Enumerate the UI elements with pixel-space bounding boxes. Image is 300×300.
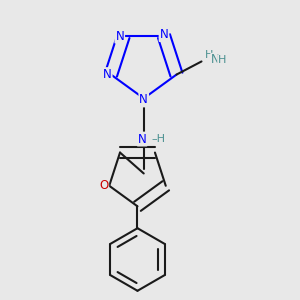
Text: –H: –H [152, 134, 166, 144]
Text: H: H [205, 50, 214, 60]
Text: N: N [211, 53, 220, 66]
Text: N: N [103, 68, 112, 81]
Text: N: N [138, 133, 147, 146]
Text: H: H [218, 55, 226, 65]
Text: N: N [160, 28, 168, 41]
Text: O: O [99, 179, 108, 192]
Text: N: N [140, 93, 148, 106]
Text: N: N [116, 30, 124, 43]
